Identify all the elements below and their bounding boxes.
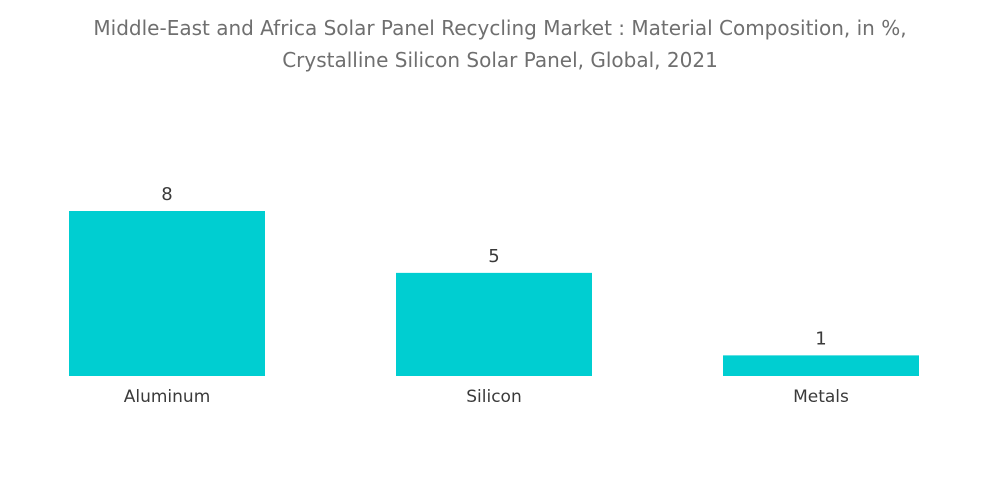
chart-title-line-2: Crystalline Silicon Solar Panel, Global,… (282, 48, 718, 72)
chart-title-line-1: Middle-East and Africa Solar Panel Recyc… (93, 16, 907, 40)
category-label-metals: Metals (793, 387, 849, 407)
bars-layer: 8 Aluminum 5 Silicon 1 Metals (69, 184, 919, 407)
value-label-aluminum: 8 (161, 184, 172, 205)
bar-aluminum (69, 211, 265, 376)
category-label-aluminum: Aluminum (124, 387, 211, 407)
category-label-silicon: Silicon (466, 387, 521, 407)
bar-silicon (396, 272, 592, 376)
chart-title: Middle-East and Africa Solar Panel Recyc… (0, 12, 1000, 76)
value-label-metals: 1 (815, 328, 826, 349)
value-label-silicon: 5 (488, 246, 499, 267)
bar-metals (723, 355, 919, 376)
